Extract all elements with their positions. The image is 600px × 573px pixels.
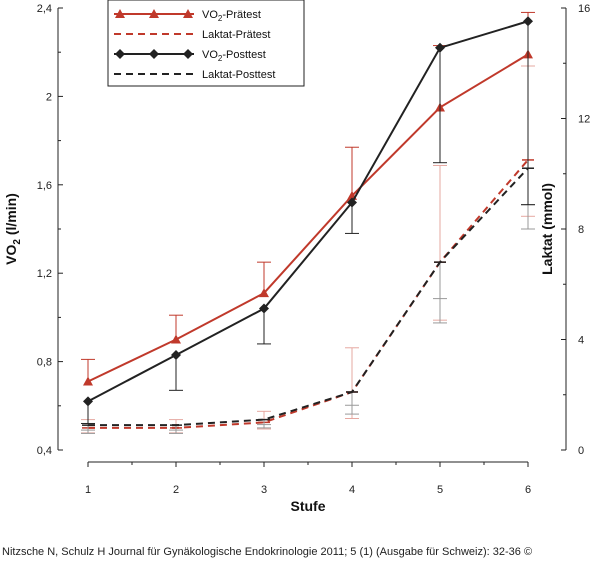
legend-marker — [149, 9, 159, 18]
legend-marker — [149, 49, 159, 59]
plot-area — [81, 11, 535, 434]
series-3 — [81, 167, 535, 434]
legend-marker — [115, 9, 125, 18]
data-point-diamond — [83, 396, 93, 407]
data-point-diamond — [259, 303, 269, 314]
data-point-diamond — [171, 349, 181, 360]
y-left-tick-label: 1,2 — [37, 268, 52, 280]
y-right-tick-label: 8 — [578, 224, 584, 236]
x-axis-title: Stufe — [291, 498, 326, 514]
x-tick-label: 1 — [85, 484, 91, 496]
y-left-tick-label: 0,4 — [37, 445, 52, 457]
x-tick-label: 6 — [525, 484, 531, 496]
y-left-tick-label: 2 — [46, 91, 52, 103]
y-right-tick-label: 0 — [578, 445, 584, 457]
series-1 — [81, 65, 535, 434]
legend-marker — [115, 49, 125, 59]
data-point-diamond — [347, 197, 357, 208]
series-line — [87, 20, 529, 403]
y-left-tick-label: 2,4 — [37, 3, 52, 15]
y-left-tick-label: 1,6 — [37, 180, 52, 192]
data-point-diamond — [523, 16, 533, 27]
citation: Nitzsche N, Schulz H Journal für Gynäkol… — [2, 546, 533, 558]
y-axis-left-title: VO2 (l/min) — [3, 193, 23, 265]
legend-label: Laktat-Posttest — [202, 69, 275, 81]
legend-label: VO2-Posttest — [202, 49, 266, 63]
data-point-diamond — [435, 42, 445, 53]
y-right-tick-label: 12 — [578, 114, 590, 126]
legend-label: VO2-Prätest — [202, 9, 261, 23]
data-point-triangle — [83, 376, 93, 386]
x-tick-label: 4 — [349, 484, 355, 496]
y-right-tick-label: 4 — [578, 335, 584, 347]
series-line — [88, 159, 529, 429]
y-axis-right-title: Laktat (mmol) — [539, 183, 555, 275]
legend-marker — [183, 9, 193, 18]
legend: VO2-Prätest Laktat-Prätest VO2-Posttest Lak… — [107, 0, 305, 87]
y-right-tick-label: 16 — [578, 3, 590, 15]
x-tick-label: 2 — [173, 484, 179, 496]
data-point-triangle — [171, 334, 181, 344]
y-left-tick-label: 0,8 — [37, 357, 52, 369]
series-line — [88, 167, 529, 427]
legend-label: Laktat-Prätest — [202, 29, 270, 41]
data-point-triangle — [259, 288, 269, 298]
series-line — [87, 53, 529, 383]
legend-marker — [183, 49, 193, 59]
x-tick-label: 5 — [437, 484, 443, 496]
series-2 — [81, 16, 535, 424]
x-tick-label: 3 — [261, 484, 267, 496]
